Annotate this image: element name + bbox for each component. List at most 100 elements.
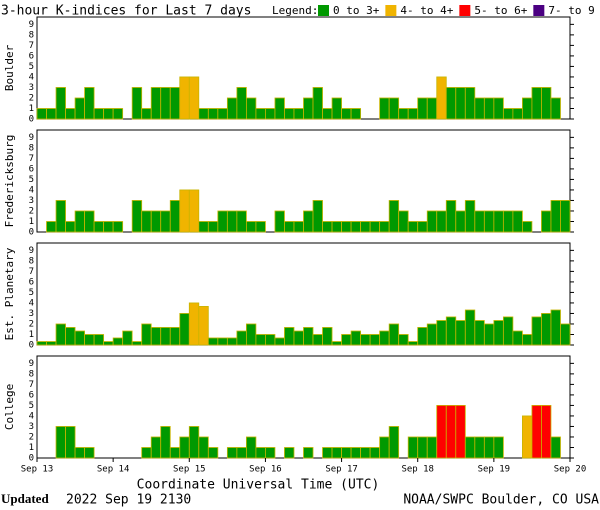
bar (341, 334, 352, 346)
y-tick-label: 6 (29, 164, 34, 174)
x-tick-label: Sep 13 (21, 465, 54, 475)
bar (474, 97, 485, 120)
bar (150, 210, 162, 233)
bar (426, 97, 438, 120)
y-tick-label: 3 (29, 422, 34, 432)
bar (474, 320, 485, 346)
bar (379, 436, 390, 459)
bar (398, 334, 409, 346)
y-tick-label: 2 (29, 93, 34, 103)
x-tick-label: Sep 19 (478, 465, 511, 475)
bar (445, 316, 457, 346)
updated: 2022 Sep 19 2130 (66, 493, 191, 508)
bar (445, 405, 457, 459)
bar (455, 210, 466, 233)
bar (407, 221, 419, 233)
y-tick-label: 9 (29, 246, 34, 256)
bar (36, 108, 47, 120)
bar (217, 108, 228, 120)
bar (74, 97, 85, 120)
y-tick-label: 5 (29, 288, 34, 298)
bar (445, 87, 457, 120)
y-tick-label: 7 (29, 380, 34, 390)
y-tick-label: 9 (29, 20, 34, 30)
bar (207, 447, 219, 459)
bar (331, 447, 342, 459)
bar (217, 210, 228, 233)
bar (245, 97, 257, 120)
bar (407, 436, 419, 459)
y-axis-label: Fredericksburg (3, 135, 16, 228)
bar (188, 426, 200, 459)
bar (560, 323, 571, 346)
bar (150, 436, 162, 459)
bar (541, 87, 552, 120)
y-axis-label: College (3, 384, 16, 430)
bar (483, 436, 495, 459)
legend-swatch (318, 5, 329, 16)
bar (522, 97, 533, 120)
bar (179, 76, 190, 120)
bar (360, 334, 371, 346)
x-tick-label: Sep 18 (401, 465, 434, 475)
bar (417, 221, 428, 233)
x-tick-label: Sep 20 (554, 465, 587, 475)
bar (455, 405, 466, 459)
bar (369, 221, 381, 233)
bar (541, 313, 552, 346)
bar (236, 87, 247, 120)
y-tick-label: 2 (29, 432, 34, 442)
y-tick-label: 1 (29, 104, 34, 114)
bar (417, 327, 428, 346)
bar (350, 447, 362, 459)
bar (169, 87, 181, 120)
bar (502, 210, 514, 233)
bar (255, 334, 266, 346)
bar (284, 327, 295, 346)
bar (426, 323, 438, 346)
bar (388, 97, 400, 120)
legend-label: 4- to 4+ (400, 4, 453, 17)
bar (236, 330, 247, 346)
y-tick-label: 2 (29, 206, 34, 216)
bar (464, 87, 476, 120)
bar (531, 316, 542, 346)
bar (207, 337, 219, 346)
y-tick-label: 3 (29, 83, 34, 93)
y-tick-label: 1 (29, 217, 34, 227)
bar (131, 87, 143, 120)
bar (236, 447, 247, 459)
bar (303, 447, 314, 459)
y-tick-label: 2 (29, 319, 34, 329)
y-tick-label: 1 (29, 330, 34, 340)
y-axis-label: Est. Planetary (3, 247, 16, 340)
bar (255, 447, 266, 459)
bar (512, 108, 523, 120)
bar (426, 210, 438, 233)
bar (455, 87, 466, 120)
bar (284, 108, 295, 120)
bar (493, 320, 504, 346)
bar (160, 210, 171, 233)
bar (331, 221, 342, 233)
bar (245, 221, 257, 233)
bar (103, 108, 114, 120)
bar (341, 447, 352, 459)
y-tick-label: 3 (29, 309, 34, 319)
y-tick-label: 5 (29, 175, 34, 185)
y-tick-label: 0 (29, 115, 34, 125)
y-tick-label: 0 (29, 454, 34, 464)
bar (141, 210, 152, 233)
bar (188, 302, 200, 346)
legend-swatch (385, 5, 397, 16)
bar (55, 323, 66, 346)
bar (541, 405, 552, 459)
bar (417, 436, 428, 459)
bar (388, 323, 400, 346)
bar (436, 320, 447, 346)
bar (322, 447, 333, 459)
bar (188, 189, 200, 233)
bar (350, 221, 362, 233)
updated-label: Updated (1, 491, 49, 506)
bar (379, 97, 390, 120)
